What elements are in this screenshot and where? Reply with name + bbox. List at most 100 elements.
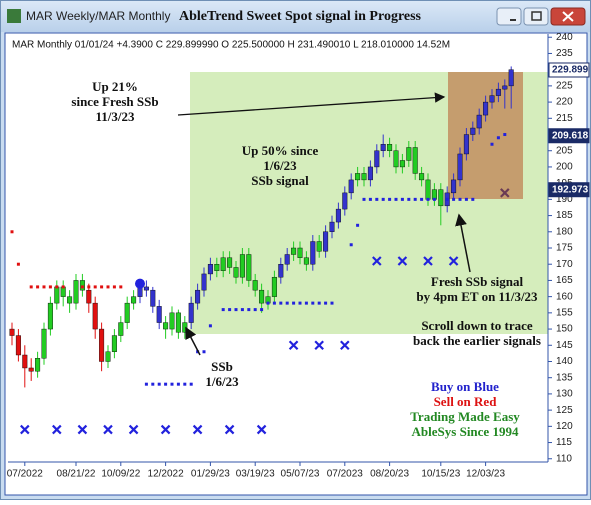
legend-note: Trading Made Easy (410, 409, 520, 424)
candle-body (239, 254, 245, 278)
annotation: Scroll down to trace (421, 318, 533, 333)
stop-dot (362, 197, 366, 201)
stop-dot (100, 285, 104, 289)
candle-body (406, 147, 412, 161)
candle-body (207, 264, 213, 275)
stop-dot (16, 262, 20, 266)
candle-body (67, 296, 73, 304)
arrow (177, 92, 446, 116)
stop-dot (36, 285, 40, 289)
stop-dot (272, 301, 276, 305)
arrow (185, 326, 201, 356)
x-marker (224, 424, 235, 435)
stop-dot (87, 285, 91, 289)
candle-body (118, 322, 124, 336)
candle-body (271, 276, 277, 297)
stop-dot (228, 308, 232, 312)
x-marker (448, 256, 459, 266)
x-marker (160, 424, 171, 435)
stop-dot (407, 197, 411, 201)
y-tick-label: 115 (556, 437, 572, 448)
tab-label[interactable]: MAR Weekly/MAR Monthly (26, 9, 170, 23)
candle-body (470, 127, 476, 135)
x-tick-label: 07/2023 (327, 469, 364, 480)
x-marker (77, 424, 88, 435)
y-tick-label: 205 (556, 145, 573, 156)
stop-dot (176, 382, 180, 386)
candle-body (163, 322, 169, 330)
stop-dot (394, 197, 398, 201)
candle-body (143, 286, 149, 291)
candle-body (323, 231, 329, 252)
candle-body (220, 257, 226, 271)
minimize-button[interactable] (496, 7, 522, 26)
x-marker (192, 424, 203, 435)
y-tick-label: 215 (556, 113, 573, 124)
candle-body (188, 302, 194, 323)
y-tick-label: 150 (556, 324, 573, 335)
candle-body (252, 280, 258, 291)
maximize-button[interactable] (523, 7, 549, 26)
candle-body (387, 144, 393, 151)
candle-body (329, 221, 335, 232)
stop-dot (247, 308, 251, 312)
stop-dot (490, 142, 494, 146)
stop-dot (471, 197, 475, 201)
candle-body (9, 328, 15, 336)
candle-body (508, 69, 514, 87)
stop-dot (106, 285, 110, 289)
x-tick-label: 10/15/23 (421, 469, 460, 480)
stop-dot (496, 136, 500, 140)
stop-dot (452, 197, 456, 201)
y-tick-label: 160 (556, 291, 573, 302)
stop-dot (253, 308, 257, 312)
stop-dot (464, 197, 468, 201)
x-marker (340, 340, 350, 351)
candle-body (489, 95, 495, 103)
stop-dot (330, 301, 334, 305)
stop-dot (503, 133, 507, 137)
candle-body (22, 354, 28, 369)
annotation: Up 50% since (242, 143, 319, 158)
x-marker (256, 424, 267, 435)
x-marker (128, 424, 139, 435)
candle-body (278, 264, 284, 278)
candle-body (54, 286, 60, 304)
candle-body (425, 179, 431, 200)
price-flag (548, 182, 590, 198)
y-tick-label: 200 (556, 162, 573, 173)
candle-body (361, 173, 367, 181)
candle-body (105, 351, 111, 362)
x-marker (372, 256, 382, 266)
y-tick-label: 135 (556, 372, 573, 383)
header-text: MAR Monthly 01/01/24 +4.3900 C 229.89999… (12, 40, 450, 51)
candle-body (214, 264, 220, 271)
y-tick-label: 225 (556, 81, 573, 92)
x-marker (500, 188, 510, 198)
candle-body (483, 101, 489, 116)
stop-dot (10, 230, 14, 234)
annotation: by 4pm ET on 11/3/23 (416, 289, 538, 304)
y-tick-label: 165 (556, 275, 573, 286)
stop-dot (311, 301, 315, 305)
annotation: SSb signal (251, 173, 309, 188)
stop-dot (413, 197, 417, 201)
candle-body (35, 358, 41, 372)
price-flag-label: 209.618 (552, 130, 589, 141)
annotation: 1/6/23 (205, 374, 239, 389)
candle-body (92, 302, 98, 330)
candle-body (175, 312, 181, 333)
stop-dot (356, 223, 360, 227)
stop-dot (164, 382, 168, 386)
x-marker (423, 256, 433, 266)
candle-body (495, 88, 501, 96)
candle-body (86, 289, 92, 304)
candle-body (316, 241, 322, 252)
annotation: SSb (211, 359, 233, 374)
candle-body (291, 247, 297, 255)
candle-body (227, 257, 233, 268)
candle-body (374, 150, 380, 168)
legend-note: Buy on Blue (431, 379, 499, 394)
candle-body (47, 302, 53, 330)
candle-body (355, 173, 361, 181)
